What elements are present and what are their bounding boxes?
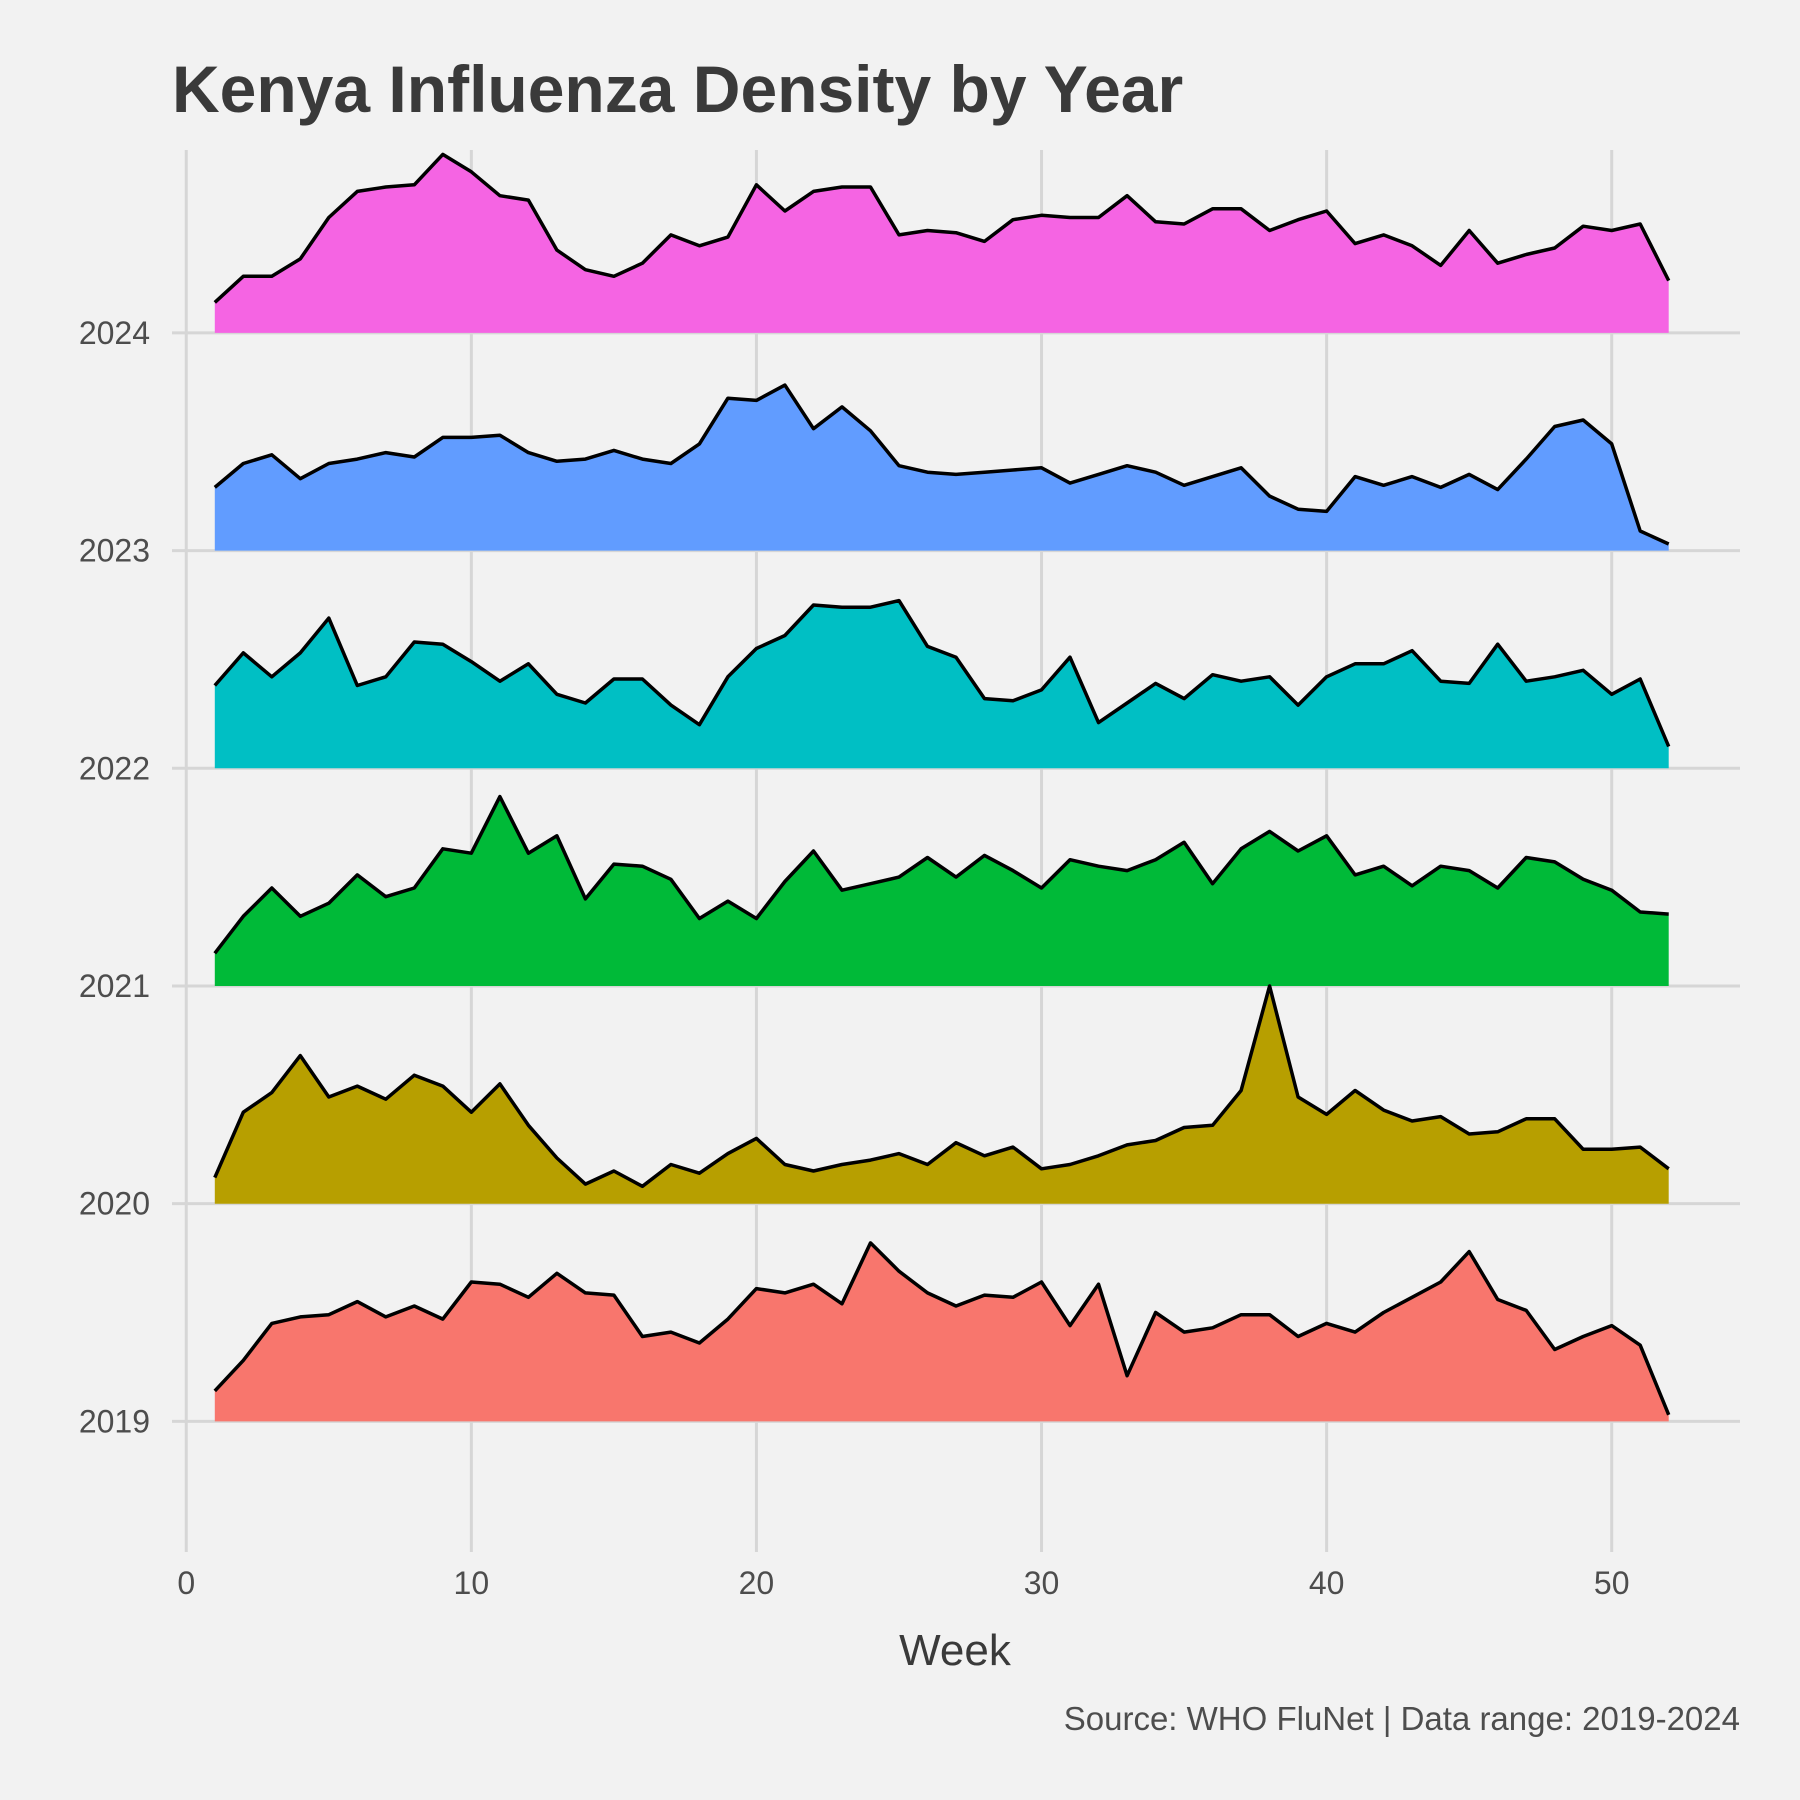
ridge-line-2024 [213,152,1671,304]
y-tick-label: 2024 [79,315,150,351]
ridge-area-2023 [214,385,1669,551]
x-tick-label: 10 [454,1565,490,1601]
x-tick-label: 40 [1309,1565,1345,1601]
ridge-line-2020 [213,984,1670,1189]
ridge-area-2020 [214,986,1669,1204]
x-tick-labels: 0 10 20 30 40 50 [177,1565,1629,1601]
chart-title: Kenya Influenza Density by Year [172,52,1183,126]
ridge-area-2024 [214,154,1669,333]
ridge-2024 [213,152,1671,333]
ridge-area-2021 [214,796,1669,986]
y-tick-label: 2022 [79,750,150,786]
y-tick-label: 2019 [79,1403,150,1439]
ridge-2020 [213,984,1670,1204]
ridge-line-2022 [213,598,1671,748]
ridge-line-2019 [213,1241,1671,1416]
chart-caption: Source: WHO FluNet | Data range: 2019-20… [1064,1700,1740,1737]
y-tick-label: 2021 [79,968,150,1004]
ridge-area-2019 [214,1242,1669,1422]
ridge-2019 [213,1241,1671,1422]
y-tick-label: 2020 [79,1186,150,1222]
ridge-2023 [213,383,1670,551]
y-tick-label: 2023 [79,533,150,569]
ridge-area-2022 [214,600,1669,769]
x-tick-label: 20 [739,1565,775,1601]
ridge-2021 [213,794,1669,986]
x-tick-label: 50 [1594,1565,1630,1601]
x-tick-label: 0 [177,1565,195,1601]
ridge-layer [213,152,1671,1422]
ridge-line-2023 [213,383,1670,546]
y-tick-labels: 2019 2020 2021 2022 2023 2024 [79,315,150,1440]
ridge-line-2021 [213,794,1669,955]
x-axis-label: Week [899,1626,1012,1675]
x-tick-label: 30 [1024,1565,1060,1601]
ridge-2022 [213,598,1671,769]
